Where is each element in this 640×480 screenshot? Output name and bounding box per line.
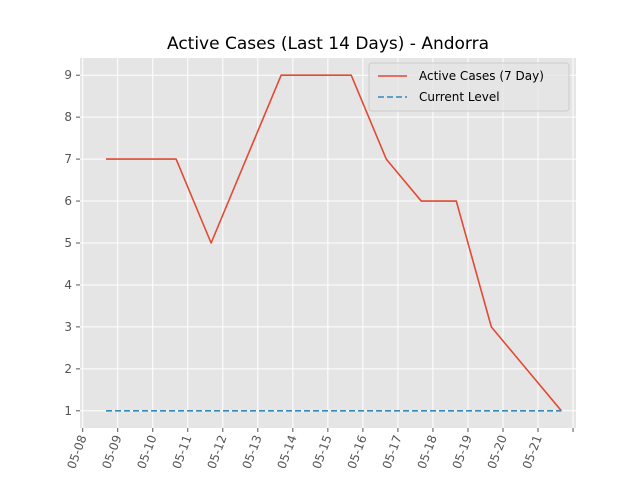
legend-label-current-level: Current Level bbox=[419, 90, 500, 104]
x-tick-label: 05-10 bbox=[134, 433, 159, 471]
legend: Active Cases (7 Day) Current Level bbox=[368, 62, 570, 112]
y-tick-label: 1 bbox=[64, 404, 72, 418]
x-tick-label: 05-08 bbox=[64, 433, 89, 471]
y-tick-label: 8 bbox=[64, 110, 72, 124]
y-tick-label: 5 bbox=[64, 236, 72, 250]
y-tick-label: 6 bbox=[64, 194, 72, 208]
chart-title: Active Cases (Last 14 Days) - Andorra bbox=[167, 34, 489, 54]
grid bbox=[80, 58, 576, 428]
x-tick-label: 05-15 bbox=[310, 433, 335, 471]
y-axis: 1 2 3 4 5 6 7 8 9 bbox=[64, 68, 80, 418]
y-tick-label: 3 bbox=[64, 320, 72, 334]
legend-box bbox=[368, 62, 570, 112]
x-tick-label: 05-12 bbox=[205, 433, 230, 471]
y-tick-label: 2 bbox=[64, 362, 72, 376]
x-tick-label: 05-21 bbox=[520, 433, 545, 471]
y-tick-label: 9 bbox=[64, 68, 72, 82]
series-line-active-cases-7-day bbox=[106, 74, 562, 412]
x-tick-label: 05-13 bbox=[240, 433, 265, 471]
x-tick-label: 05-16 bbox=[345, 433, 370, 471]
y-tick-label: 4 bbox=[64, 278, 72, 292]
x-tick-label: 05-17 bbox=[380, 433, 405, 471]
x-tick-label: 05-11 bbox=[169, 433, 194, 471]
series-layer bbox=[106, 74, 562, 412]
x-tick-label: 05-18 bbox=[415, 433, 440, 471]
x-tick-label: 05-19 bbox=[450, 433, 475, 471]
x-axis: 05-08 05-09 05-10 05-11 05-12 05-13 05-14 05-15… bbox=[64, 428, 574, 471]
legend-label-active-cases: Active Cases (7 Day) bbox=[419, 69, 544, 83]
x-tick-label: 05-20 bbox=[485, 433, 510, 471]
x-tick-label: 05-09 bbox=[99, 433, 124, 471]
y-tick-label: 7 bbox=[64, 152, 72, 166]
x-tick-label: 05-14 bbox=[275, 433, 300, 471]
